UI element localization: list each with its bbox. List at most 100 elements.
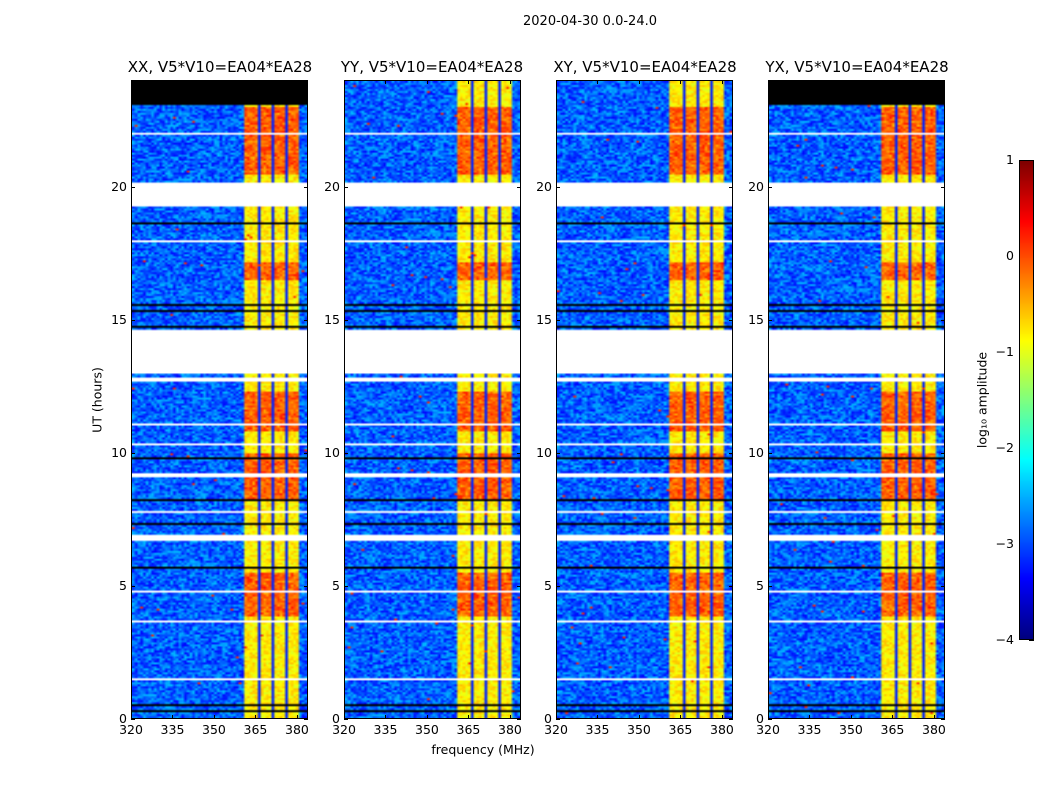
x-tick-mark bbox=[556, 80, 557, 84]
colorbar-label: log₁₀ amplitude bbox=[974, 351, 990, 449]
heatmap-cells-yx bbox=[769, 81, 944, 718]
x-tick-mark bbox=[680, 715, 682, 719]
x-tick-mark bbox=[296, 715, 298, 719]
y-tick-mark bbox=[344, 319, 348, 321]
colorbar-tick-label: 1 bbox=[1006, 152, 1014, 167]
colorbar-tick-label: −1 bbox=[995, 344, 1014, 359]
heatmap-panel-yy bbox=[344, 80, 521, 719]
y-tick-label: 20 bbox=[324, 178, 340, 194]
y-tick-mark bbox=[768, 452, 772, 454]
y-tick-mark bbox=[517, 452, 521, 454]
x-tick-label: 380 bbox=[498, 722, 522, 737]
y-tick-label: 15 bbox=[111, 311, 127, 327]
x-tick-mark bbox=[296, 80, 298, 84]
y-tick-label: 15 bbox=[536, 311, 552, 327]
y-tick-mark bbox=[517, 186, 521, 188]
x-tick-label: 335 bbox=[373, 722, 398, 737]
x-tick-mark bbox=[556, 715, 557, 719]
y-tick-mark bbox=[344, 719, 348, 720]
x-tick-label: 365 bbox=[668, 722, 693, 737]
y-tick-mark bbox=[131, 585, 135, 587]
y-tick-mark bbox=[556, 719, 560, 720]
x-tick-mark bbox=[213, 715, 215, 719]
panel-title-xx: XX, V5*V10=EA04*EA28 bbox=[127, 58, 313, 76]
y-tick-mark bbox=[556, 585, 560, 587]
colorbar-tick-mark bbox=[1029, 640, 1034, 641]
x-tick-mark bbox=[680, 80, 682, 84]
x-tick-label: 380 bbox=[285, 722, 309, 737]
x-tick-mark bbox=[933, 715, 935, 719]
y-tick-label: 5 bbox=[756, 577, 764, 593]
x-tick-label: 335 bbox=[585, 722, 610, 737]
x-tick-label: 350 bbox=[415, 722, 439, 737]
colorbar-tick-label: −4 bbox=[995, 632, 1014, 647]
x-tick-mark bbox=[597, 715, 599, 719]
x-tick-mark bbox=[344, 80, 345, 84]
y-tick-mark bbox=[768, 186, 772, 188]
y-tick-mark bbox=[941, 319, 945, 321]
y-tick-label: 20 bbox=[111, 178, 127, 194]
y-tick-mark bbox=[556, 186, 560, 188]
x-tick-mark bbox=[597, 80, 599, 84]
colorbar-gradient bbox=[1020, 161, 1033, 639]
y-tick-label: 0 bbox=[544, 711, 552, 726]
y-tick-mark bbox=[941, 452, 945, 454]
y-tick-label: 10 bbox=[324, 444, 340, 460]
y-tick-label: 15 bbox=[748, 311, 764, 327]
colorbar-tick-label: −3 bbox=[995, 536, 1014, 551]
x-tick-label: 335 bbox=[797, 722, 822, 737]
y-tick-label: 15 bbox=[324, 311, 340, 327]
panel-title-xy: XY, V5*V10=EA04*EA28 bbox=[553, 58, 737, 76]
y-tick-mark bbox=[729, 585, 733, 587]
y-tick-mark bbox=[729, 319, 733, 321]
y-tick-mark bbox=[729, 452, 733, 454]
x-tick-label: 365 bbox=[243, 722, 268, 737]
x-tick-label: 365 bbox=[456, 722, 481, 737]
x-tick-label: 350 bbox=[202, 722, 226, 737]
x-tick-label: 320 bbox=[756, 722, 780, 737]
y-tick-mark bbox=[941, 719, 945, 720]
x-tick-mark bbox=[721, 715, 723, 719]
x-tick-mark bbox=[426, 715, 428, 719]
x-tick-label: 320 bbox=[332, 722, 356, 737]
x-tick-mark bbox=[131, 715, 132, 719]
heatmap-panel-xx bbox=[131, 80, 308, 719]
x-tick-mark bbox=[509, 80, 511, 84]
x-tick-label: 380 bbox=[922, 722, 946, 737]
x-tick-label: 365 bbox=[880, 722, 905, 737]
y-tick-mark bbox=[131, 452, 135, 454]
heatmap-panel-xy bbox=[556, 80, 733, 719]
x-tick-mark bbox=[768, 715, 769, 719]
colorbar-tick-label: 0 bbox=[1006, 248, 1014, 263]
y-tick-label: 0 bbox=[332, 711, 340, 726]
y-tick-label: 10 bbox=[748, 444, 764, 460]
x-tick-mark bbox=[344, 715, 345, 719]
y-tick-label: 0 bbox=[119, 711, 127, 726]
x-tick-mark bbox=[638, 715, 640, 719]
y-tick-label: 5 bbox=[332, 577, 340, 593]
y-tick-mark bbox=[304, 452, 308, 454]
x-tick-mark bbox=[172, 715, 174, 719]
heatmap-cells-xy bbox=[557, 81, 732, 718]
x-tick-mark bbox=[638, 80, 640, 84]
colorbar-tick-label: −2 bbox=[995, 440, 1014, 455]
y-tick-mark bbox=[304, 719, 308, 720]
y-tick-label: 10 bbox=[536, 444, 552, 460]
x-tick-mark bbox=[768, 80, 769, 84]
y-tick-mark bbox=[729, 186, 733, 188]
y-tick-mark bbox=[344, 452, 348, 454]
x-tick-label: 350 bbox=[627, 722, 651, 737]
x-tick-mark bbox=[509, 715, 511, 719]
x-tick-mark bbox=[468, 80, 470, 84]
y-tick-mark bbox=[131, 719, 135, 720]
y-tick-label: 5 bbox=[119, 577, 127, 593]
x-tick-mark bbox=[850, 715, 852, 719]
x-tick-label: 335 bbox=[160, 722, 185, 737]
y-tick-mark bbox=[517, 719, 521, 720]
x-tick-mark bbox=[255, 715, 257, 719]
x-tick-mark bbox=[255, 80, 257, 84]
y-tick-mark bbox=[556, 319, 560, 321]
y-tick-label: 5 bbox=[544, 577, 552, 593]
x-tick-mark bbox=[892, 80, 894, 84]
